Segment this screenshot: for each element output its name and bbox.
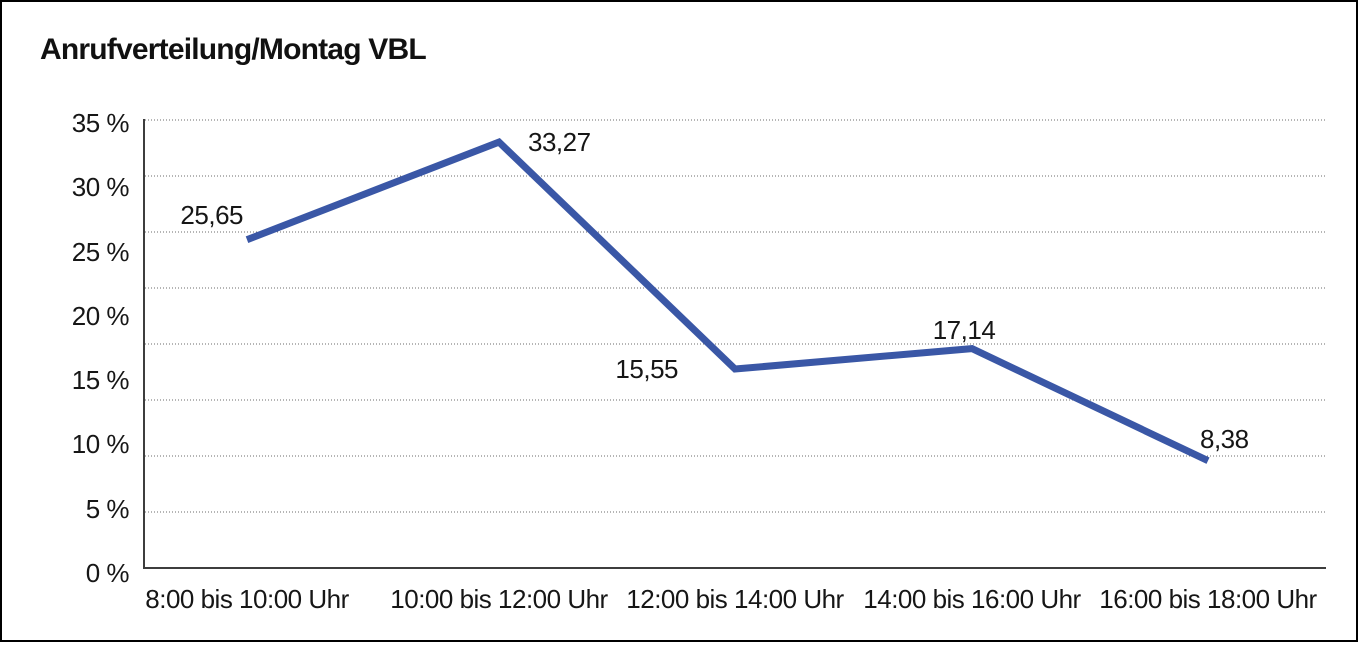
x-category-label: 14:00 bis 16:00 Uhr <box>863 584 1081 614</box>
x-category-label: 16:00 bis 18:00 Uhr <box>1099 584 1317 614</box>
data-line-series <box>245 138 1210 464</box>
y-tick-label: 15 % <box>71 365 130 396</box>
y-tick-label: 35 % <box>71 108 130 138</box>
x-category-label: 12:00 bis 14:00 Uhr <box>626 584 844 614</box>
y-tick-label: 30 % <box>71 172 130 203</box>
x-category-label: 8:00 bis 10:00 Uhr <box>145 584 349 614</box>
x-category-label: 10:00 bis 12:00 Uhr <box>390 584 608 614</box>
chart-title: Anrufverteilung/Montag VBL <box>40 33 427 66</box>
data-point-label: 8,38 <box>1200 424 1249 454</box>
data-point-label: 15,55 <box>615 354 678 384</box>
data-point-label: 17,14 <box>932 315 996 345</box>
y-tick-label: 25 % <box>71 236 130 267</box>
data-point-label: 25,65 <box>180 200 243 230</box>
y-tick-label: 20 % <box>71 300 130 331</box>
data-point-label: 33,27 <box>528 127 591 157</box>
y-tick-label: 10 % <box>71 429 130 460</box>
y-tick-label: 5 % <box>85 493 130 524</box>
y-tick-label: 0 % <box>85 558 130 588</box>
